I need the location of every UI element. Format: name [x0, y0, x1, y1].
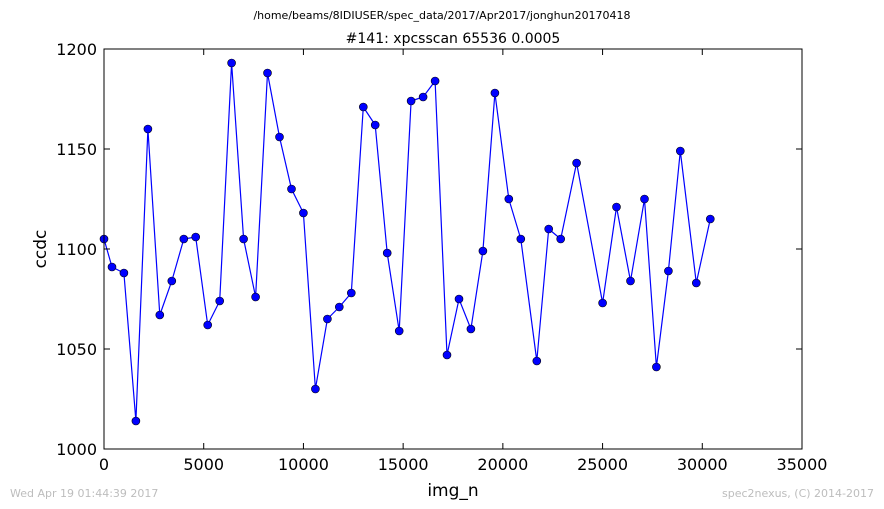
footer-credit: spec2nexus, (C) 2014-2017	[722, 487, 874, 500]
data-point	[418, 92, 428, 102]
data-point	[334, 302, 344, 312]
data-point	[119, 268, 129, 278]
data-point	[504, 194, 514, 204]
data-point	[572, 158, 581, 168]
data-point	[598, 298, 607, 308]
data-point	[370, 120, 380, 130]
x-axis-label: img_n	[427, 481, 478, 501]
data-point	[430, 76, 440, 86]
x-tick-label: 20000	[477, 455, 528, 474]
x-tick-label: 35000	[777, 455, 828, 474]
data-point	[516, 234, 526, 244]
x-tick-label: 5000	[183, 455, 224, 474]
data-point	[131, 416, 141, 426]
data-point	[454, 294, 464, 304]
data-point	[394, 326, 404, 336]
data-point	[311, 384, 320, 394]
data-point	[299, 208, 308, 218]
data-point	[227, 58, 236, 68]
x-tick-label: 15000	[378, 455, 429, 474]
footer-timestamp: Wed Apr 19 01:44:39 2017	[10, 487, 159, 500]
plot-frame	[103, 48, 803, 450]
data-point	[612, 202, 621, 212]
data-point	[155, 310, 165, 320]
y-tick-label: 1100	[56, 240, 97, 259]
data-point	[532, 356, 542, 366]
data-point	[191, 232, 200, 242]
y-tick-label: 1200	[56, 40, 97, 59]
data-point	[705, 214, 715, 224]
data-point	[675, 146, 685, 156]
data-point	[556, 234, 566, 244]
data-point	[239, 234, 248, 244]
data-point	[406, 96, 416, 106]
y-axis-label: ccdc	[31, 230, 51, 269]
data-point	[652, 362, 661, 372]
data-point	[664, 266, 673, 276]
data-point	[691, 278, 701, 288]
data-point	[215, 296, 224, 306]
y-tick-label: 1000	[56, 440, 97, 459]
data-point	[466, 324, 476, 334]
data-point	[640, 194, 649, 204]
y-tick-label: 1050	[56, 340, 97, 359]
x-tick-label: 30000	[677, 455, 728, 474]
data-point	[287, 184, 296, 194]
chart-suptitle: /home/beams/8IDIUSER/spec_data/2017/Apr2…	[253, 9, 630, 22]
x-tick-label: 25000	[577, 455, 628, 474]
data-point	[143, 124, 153, 134]
data-point	[358, 102, 368, 112]
data-point	[346, 288, 356, 298]
series-line	[103, 62, 711, 422]
data-point	[275, 132, 284, 142]
data-point	[478, 246, 488, 256]
data-point	[179, 234, 189, 244]
data-point	[263, 68, 272, 78]
data-point	[442, 350, 452, 360]
data-point	[382, 248, 392, 258]
data-point	[544, 224, 554, 234]
data-point	[167, 276, 177, 286]
y-tick-label: 1150	[56, 140, 97, 159]
x-tick-label: 0	[99, 455, 109, 474]
x-tick-label: 10000	[278, 455, 329, 474]
data-point	[490, 88, 500, 98]
data-point	[323, 314, 332, 324]
data-point	[251, 292, 260, 302]
chart-title: #141: xpcsscan 65536 0.0005	[346, 31, 561, 47]
data-point	[203, 320, 212, 330]
data-point	[107, 262, 117, 272]
data-point	[626, 276, 635, 286]
